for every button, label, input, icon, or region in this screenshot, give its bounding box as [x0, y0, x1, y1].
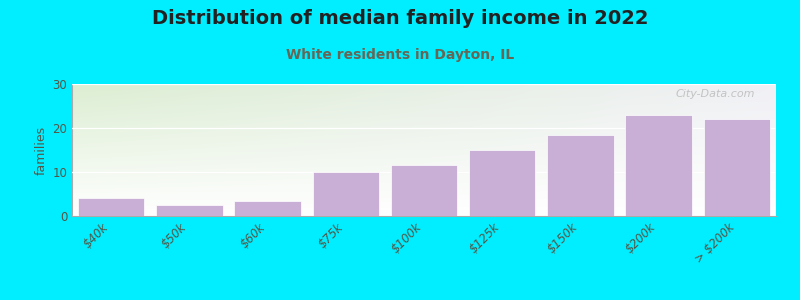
Bar — [547, 135, 614, 216]
Text: White residents in Dayton, IL: White residents in Dayton, IL — [286, 48, 514, 62]
Bar — [234, 201, 301, 216]
Bar — [78, 198, 144, 216]
Text: Distribution of median family income in 2022: Distribution of median family income in … — [152, 9, 648, 28]
Y-axis label: families: families — [35, 125, 48, 175]
Bar — [704, 119, 770, 216]
Bar — [313, 172, 379, 216]
Bar — [469, 150, 535, 216]
Bar — [390, 165, 458, 216]
Bar — [626, 115, 692, 216]
Bar — [156, 205, 222, 216]
Text: City-Data.com: City-Data.com — [675, 89, 755, 99]
